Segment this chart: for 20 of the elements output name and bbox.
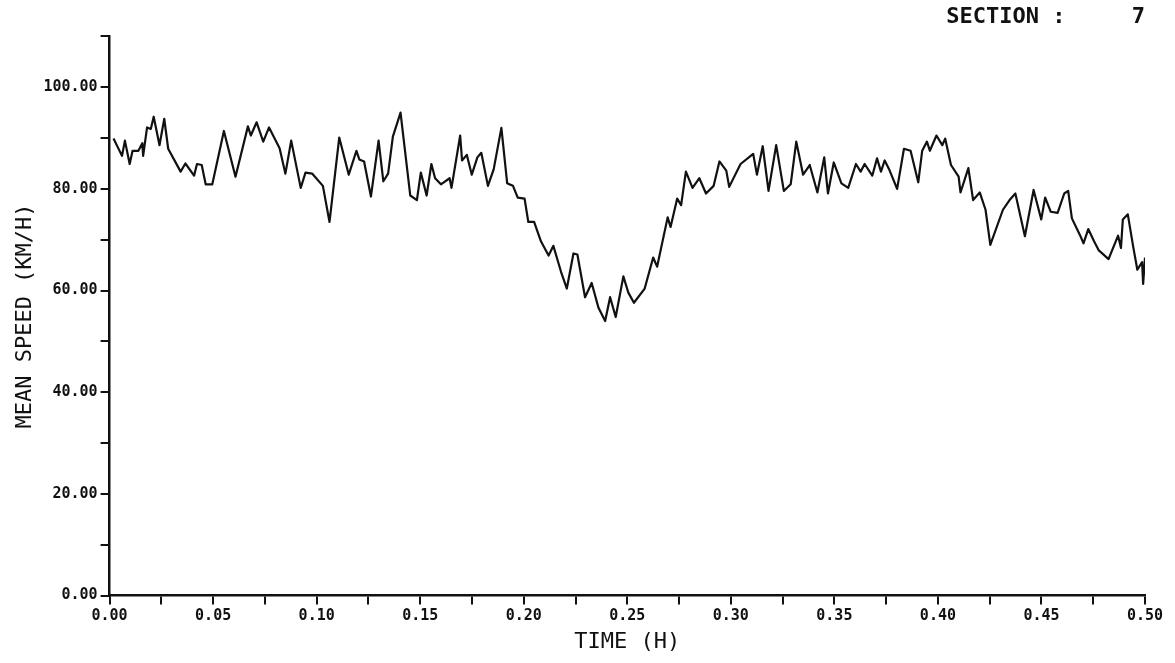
y-tick-label: 0.00 (61, 585, 98, 604)
x-tick-label: 0.30 (712, 606, 749, 625)
x-tick-label: 0.25 (609, 606, 646, 625)
y-tick-label: 40.00 (52, 382, 98, 401)
x-tick-label: 0.40 (919, 606, 956, 625)
x-tick-label: 0.15 (402, 606, 439, 625)
y-axis-title: MEAN SPEED (KM/H) (10, 203, 36, 429)
x-tick-label: 0.50 (1126, 606, 1164, 625)
chart-title: SECTION : 7 (946, 2, 1145, 28)
y-tick-label: 60.00 (52, 280, 98, 299)
x-tick-label: 0.05 (195, 606, 232, 625)
x-axis-title: TIME (H) (574, 627, 681, 653)
x-tick-label: 0.20 (505, 606, 542, 625)
y-tick-label: 20.00 (52, 483, 98, 502)
x-tick-label: 0.10 (298, 606, 335, 625)
x-tick-label: 0.35 (816, 606, 853, 625)
y-tick-label: 80.00 (52, 178, 98, 197)
x-tick-label: 0.00 (91, 606, 128, 625)
x-tick-label: 0.45 (1023, 606, 1060, 625)
y-tick-label: 100.00 (43, 77, 98, 96)
